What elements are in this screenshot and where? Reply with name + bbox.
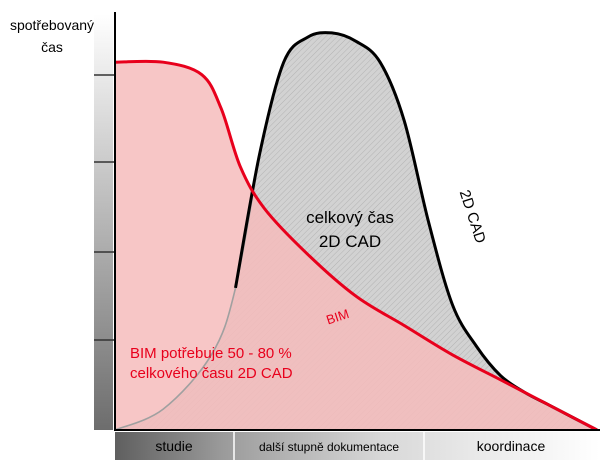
- bim-line: [115, 59, 598, 430]
- phase-label-studie: studie: [155, 438, 193, 454]
- y-axis-label-line1: spotřebovaný: [10, 17, 94, 33]
- bim-note-line2: celkového času 2D CAD: [130, 365, 293, 382]
- bim-area: [115, 61, 597, 430]
- phase-label-dokumentace: další stupně dokumentace: [259, 440, 399, 454]
- cad-curve-label: 2D CAD: [456, 188, 489, 246]
- bim-curve-label: BIM: [324, 306, 351, 327]
- y-axis-ticks: [94, 74, 114, 341]
- phase-bar: [115, 432, 600, 460]
- bim-note-line1: BIM potřebuje 50 - 80 %: [130, 345, 292, 362]
- cad-area-label-line2: 2D CAD: [319, 232, 381, 251]
- y-axis-label-line2: čas: [41, 39, 63, 55]
- cad-area-label-line1: celkový čas: [306, 208, 394, 227]
- phase-label-koordinace: koordinace: [477, 438, 546, 454]
- y-axis-gradient-bar: [94, 14, 113, 430]
